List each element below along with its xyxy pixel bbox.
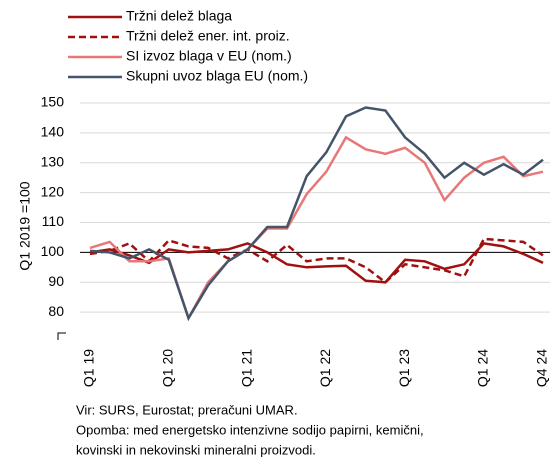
legend-label: Tržni delež blaga xyxy=(126,8,232,24)
footnote: Opomba: med energetsko intenzivne sodijo… xyxy=(76,422,424,437)
x-tick-label: Q1 22 xyxy=(317,349,333,387)
x-tick-label: Q4 24 xyxy=(534,349,550,387)
y-tick-label: 140 xyxy=(41,124,65,140)
x-tick-label: Q1 21 xyxy=(238,349,254,387)
data-line xyxy=(89,237,544,284)
y-tick-label: 100 xyxy=(41,243,65,259)
y-tick-label: 120 xyxy=(41,183,65,199)
legend-label: Tržni delež ener. int. proiz. xyxy=(126,28,290,44)
y-tick-label: 130 xyxy=(41,153,65,169)
x-tick-label: Q1 24 xyxy=(475,349,491,387)
legend-label: SI izvoz blaga v EU (nom.) xyxy=(126,48,292,64)
y-tick-label: 80 xyxy=(48,303,64,319)
x-tick-label: Q1 20 xyxy=(159,349,175,387)
footnote: Vir: SURS, Eurostat; preračuni UMAR. xyxy=(76,402,298,417)
legend-label: Skupni uvoz blaga EU (nom.) xyxy=(126,68,308,84)
footnote: kovinski in nekovinski mineralni proizvo… xyxy=(76,442,316,457)
y-tick-label: 150 xyxy=(41,94,65,110)
y-axis-label: Q1 2019 =100 xyxy=(17,181,33,270)
x-tick-label: Q1 19 xyxy=(81,349,97,387)
data-line xyxy=(89,242,544,284)
axis-break xyxy=(57,332,66,340)
x-tick-label: Q1 23 xyxy=(396,349,412,387)
y-tick-label: 90 xyxy=(48,273,64,289)
y-tick-label: 110 xyxy=(42,213,65,229)
data-line xyxy=(89,106,544,322)
